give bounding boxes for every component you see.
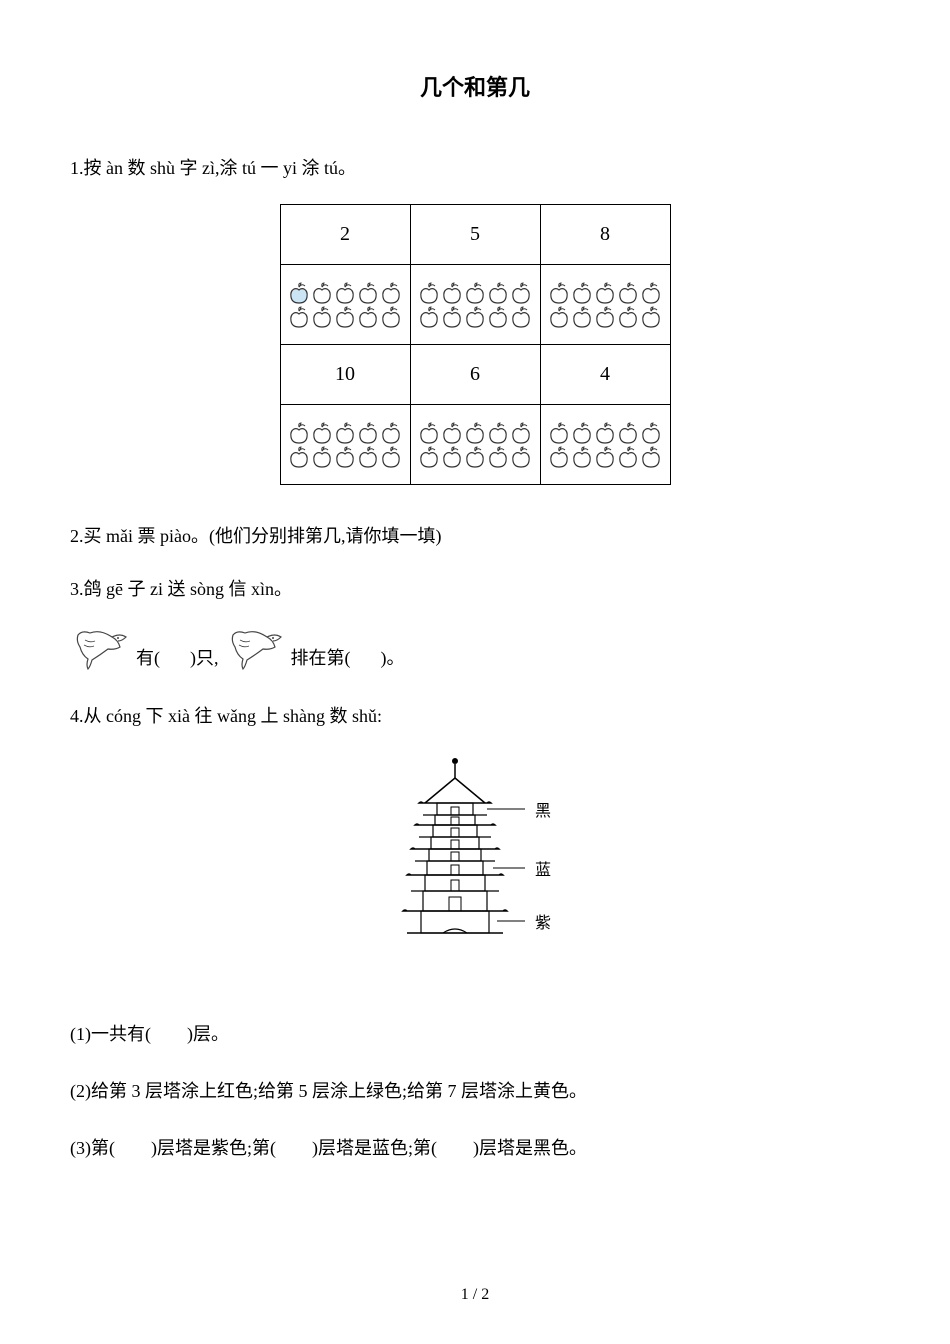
pigeon-icon xyxy=(225,625,285,670)
q3-blank xyxy=(166,649,184,670)
apple-icon xyxy=(487,305,509,329)
apple-icon xyxy=(357,445,379,469)
pagoda-wrap: 黑 蓝 紫 xyxy=(70,753,880,983)
apple-icon xyxy=(617,421,639,445)
apple-icon xyxy=(288,445,310,469)
q3-text-part4: )。 xyxy=(381,644,405,670)
apple-icon xyxy=(548,281,570,305)
q4-sub1: (1)一共有( )层。 xyxy=(70,1018,880,1050)
apple-icon xyxy=(418,281,440,305)
apple-icon xyxy=(288,281,310,305)
q1-apple-cell-1 xyxy=(410,265,540,345)
apple-icon xyxy=(487,445,509,469)
apple-icon xyxy=(418,445,440,469)
apple-icon xyxy=(311,421,333,445)
pagoda-label-blue: 蓝 xyxy=(535,856,551,880)
apple-icon xyxy=(334,305,356,329)
question-1-text: 1.按 àn 数 shù 字 zì,涂 tú 一 yi 涂 tú。 xyxy=(70,152,880,184)
apple-icon xyxy=(418,305,440,329)
apple-icon xyxy=(311,305,333,329)
q1-num-cell: 5 xyxy=(410,205,540,265)
q3-text-part1: 有( xyxy=(136,644,160,670)
question-3-text: 3.鸽 gē 子 zi 送 sòng 信 xìn。 xyxy=(70,573,880,605)
apple-icon xyxy=(357,421,379,445)
q1-num-cell: 8 xyxy=(540,205,670,265)
q4-sub3: (3)第( )层塔是紫色;第( )层塔是蓝色;第( )层塔是黑色。 xyxy=(70,1132,880,1164)
apple-icon xyxy=(640,421,662,445)
pigeon-icon xyxy=(70,625,130,670)
pagoda-label-purple: 紫 xyxy=(535,909,551,933)
question-3-content: 有( )只, 排在第( )。 xyxy=(70,625,880,670)
apple-icon xyxy=(594,305,616,329)
apple-icon xyxy=(441,421,463,445)
apple-icon xyxy=(380,421,402,445)
apple-icon xyxy=(288,305,310,329)
q4-sub2: (2)给第 3 层塔涂上红色;给第 5 层涂上绿色;给第 7 层塔涂上黄色。 xyxy=(70,1075,880,1107)
apple-icon xyxy=(487,421,509,445)
apple-icon xyxy=(334,281,356,305)
apple-icon xyxy=(617,445,639,469)
q1-num-cell: 6 xyxy=(410,345,540,405)
q1-num-cell: 4 xyxy=(540,345,670,405)
apple-icon xyxy=(380,305,402,329)
apple-icon xyxy=(640,305,662,329)
apple-icon xyxy=(510,421,532,445)
apple-icon xyxy=(640,445,662,469)
apple-icon xyxy=(510,281,532,305)
apple-icon xyxy=(548,421,570,445)
apple-icon xyxy=(418,421,440,445)
apple-icon xyxy=(487,281,509,305)
question-1-table: 2 5 8 xyxy=(280,204,671,485)
apple-icon xyxy=(594,445,616,469)
apple-icon xyxy=(548,305,570,329)
q1-apple-cell-3 xyxy=(280,405,410,485)
apple-icon xyxy=(640,281,662,305)
apple-icon xyxy=(571,281,593,305)
apple-icon xyxy=(357,281,379,305)
apple-icon xyxy=(464,281,486,305)
q1-apple-cell-2 xyxy=(540,265,670,345)
apple-icon xyxy=(571,445,593,469)
apple-icon xyxy=(334,445,356,469)
page-number: 1 / 2 xyxy=(0,1286,950,1304)
apple-icon xyxy=(617,305,639,329)
q1-apple-cell-4 xyxy=(410,405,540,485)
page-title: 几个和第几 xyxy=(70,70,880,102)
apple-icon xyxy=(441,445,463,469)
apple-icon xyxy=(594,281,616,305)
apple-icon xyxy=(510,445,532,469)
pagoda-icon: 黑 蓝 紫 xyxy=(375,753,575,983)
q3-text-part3: 排在第( xyxy=(291,644,351,670)
q3-text-part2: )只, xyxy=(190,644,219,670)
apple-icon xyxy=(311,445,333,469)
apple-icon xyxy=(380,445,402,469)
question-2-text: 2.买 mǎi 票 piào。(他们分别排第几,请你填一填) xyxy=(70,520,880,552)
question-4-text: 4.从 cóng 下 xià 往 wǎng 上 shàng 数 shǔ: xyxy=(70,700,880,732)
apple-icon xyxy=(311,281,333,305)
apple-icon xyxy=(357,305,379,329)
q1-apple-cell-5 xyxy=(540,405,670,485)
q1-num-cell: 10 xyxy=(280,345,410,405)
apple-icon xyxy=(510,305,532,329)
apple-icon xyxy=(617,281,639,305)
apple-icon xyxy=(380,281,402,305)
apple-icon xyxy=(571,421,593,445)
q1-apple-cell-0 xyxy=(280,265,410,345)
apple-icon xyxy=(441,281,463,305)
apple-icon xyxy=(571,305,593,329)
apple-icon xyxy=(464,421,486,445)
apple-icon xyxy=(594,421,616,445)
q1-num-cell: 2 xyxy=(280,205,410,265)
apple-icon xyxy=(548,445,570,469)
pagoda-label-black: 黑 xyxy=(535,797,551,821)
q3-blank xyxy=(357,649,375,670)
apple-icon xyxy=(464,305,486,329)
apple-icon xyxy=(441,305,463,329)
apple-icon xyxy=(334,421,356,445)
question-1-table-wrap: 2 5 8 xyxy=(70,204,880,485)
apple-icon xyxy=(464,445,486,469)
apple-icon xyxy=(288,421,310,445)
